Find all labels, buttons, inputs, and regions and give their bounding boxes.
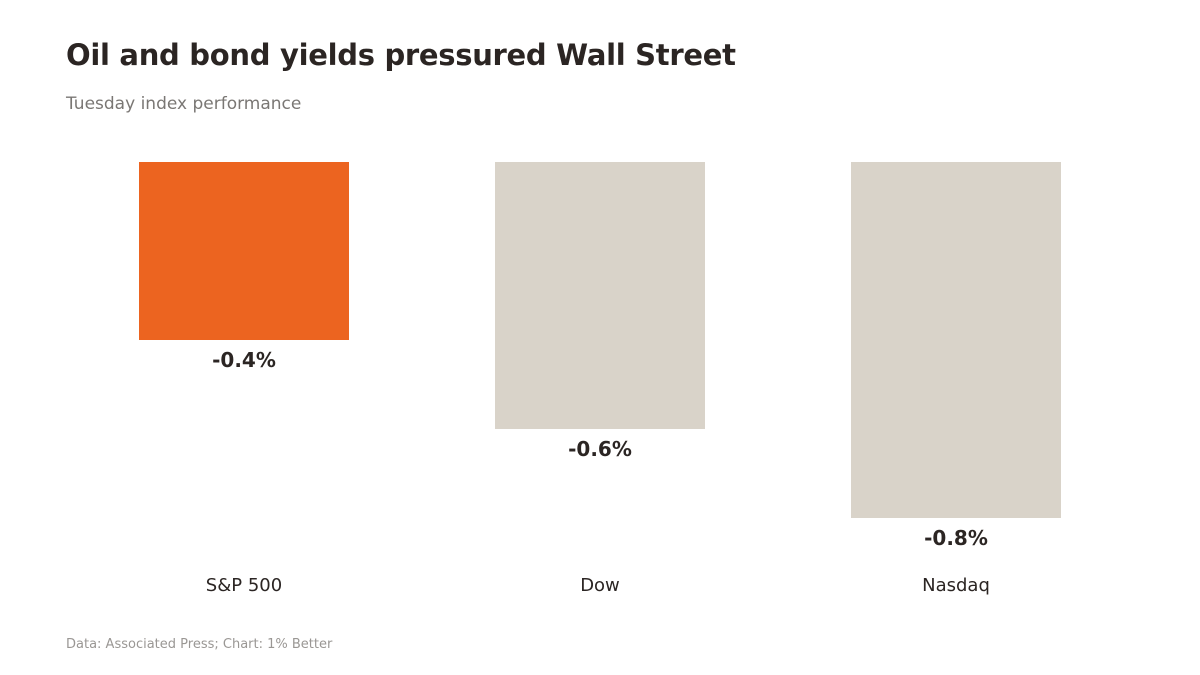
chart-title: Oil and bond yields pressured Wall Stree… xyxy=(66,38,736,72)
value-label-dow: -0.6% xyxy=(568,437,632,461)
value-label-nasdaq: -0.8% xyxy=(924,526,988,550)
bar-dow xyxy=(495,162,705,429)
category-label-nasdaq: Nasdaq xyxy=(922,575,990,596)
chart-subtitle: Tuesday index performance xyxy=(66,94,302,114)
bar-s-p-500 xyxy=(139,162,349,340)
bar-nasdaq xyxy=(851,162,1061,518)
category-label-dow: Dow xyxy=(580,575,620,596)
value-label-s-p-500: -0.4% xyxy=(212,348,276,372)
category-label-s-p-500: S&P 500 xyxy=(206,575,282,596)
source-note: Data: Associated Press; Chart: 1% Better xyxy=(66,637,333,652)
